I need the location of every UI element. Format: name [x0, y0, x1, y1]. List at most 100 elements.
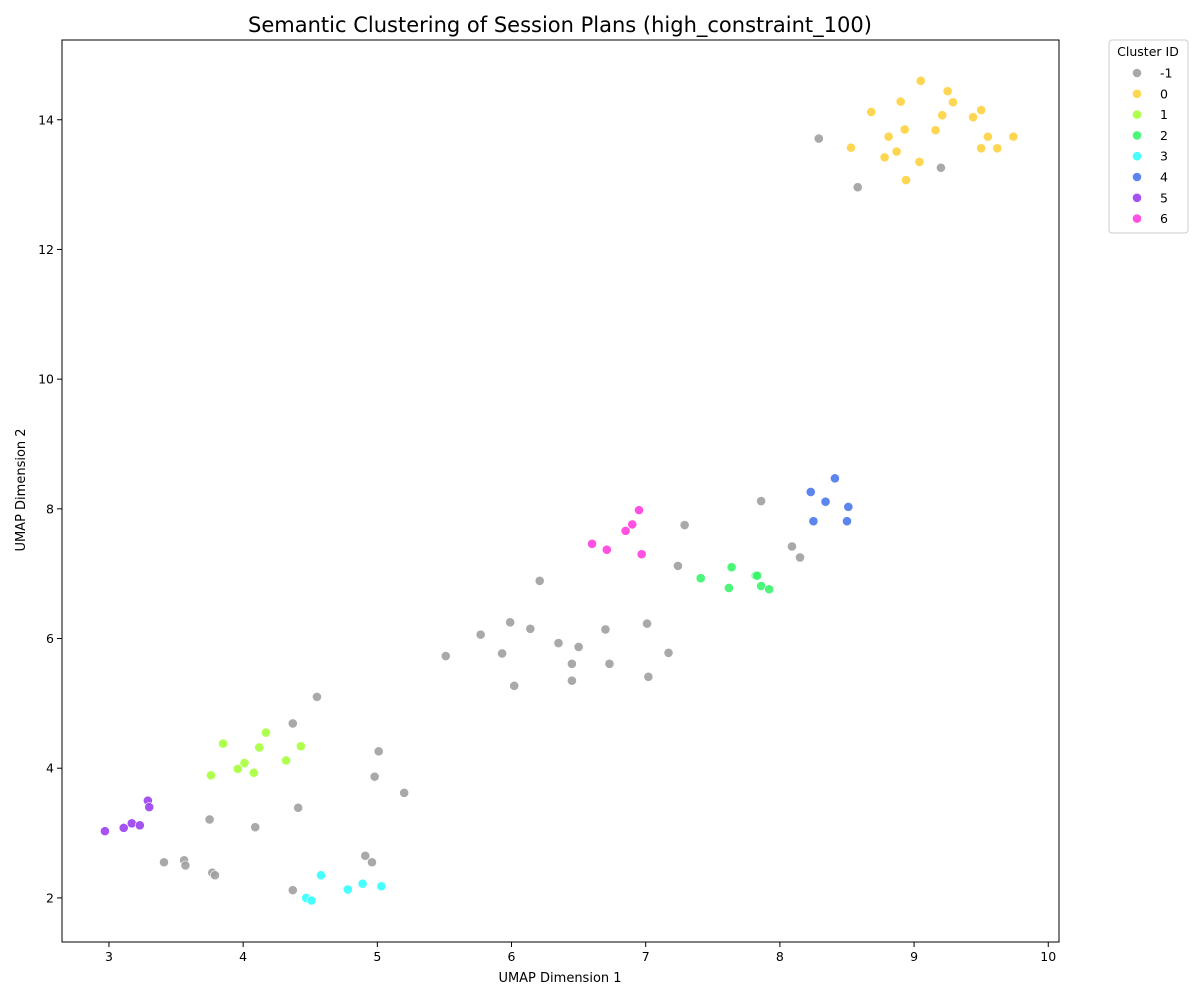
data-point	[360, 850, 371, 861]
x-tick-label: 4	[239, 949, 247, 964]
legend-entry-label: 4	[1160, 170, 1168, 185]
data-point	[312, 691, 322, 702]
data-point	[724, 583, 734, 593]
legend-marker	[1132, 214, 1142, 223]
data-point	[287, 885, 298, 896]
legend-frame	[1108, 39, 1189, 234]
legend-entry-label: 0	[1160, 86, 1168, 101]
legend-entry-label: 6	[1160, 211, 1168, 226]
data-point	[600, 624, 611, 635]
data-point	[726, 562, 737, 573]
legend-marker	[1132, 110, 1142, 119]
data-point	[553, 638, 564, 648]
data-point	[295, 741, 306, 752]
x-tick-label: 8	[776, 949, 784, 964]
data-point	[820, 496, 831, 507]
data-point	[795, 552, 805, 563]
x-axis-label: UMAP Dimension 1	[498, 971, 621, 986]
data-point	[1008, 131, 1019, 142]
y-tick-label: 4	[46, 761, 54, 776]
data-point	[752, 570, 762, 581]
data-point	[204, 814, 215, 825]
data-point	[620, 525, 631, 536]
series-6	[587, 505, 647, 560]
data-point	[891, 146, 902, 157]
data-point	[992, 143, 1003, 154]
data-point	[440, 651, 451, 661]
x-tick-label: 10	[1040, 949, 1056, 964]
plot-area: 3 4 5 6 7 8 9 10 2 4 6 8 10 12 14	[38, 39, 1060, 964]
series-2	[695, 562, 775, 595]
data-point	[232, 763, 243, 774]
x-tick-label: 9	[910, 949, 918, 964]
y-tick-label: 6	[46, 631, 54, 646]
data-point	[239, 758, 250, 768]
legend-entry-label: 2	[1160, 128, 1168, 143]
data-point	[376, 881, 387, 892]
legend-entry-label: 3	[1160, 149, 1168, 164]
data-point	[846, 142, 856, 153]
data-point	[604, 658, 615, 669]
x-tick-label: 7	[642, 949, 650, 964]
data-point	[357, 878, 368, 889]
data-point	[808, 516, 819, 527]
data-point	[663, 647, 674, 658]
data-point	[634, 505, 644, 516]
data-point	[306, 895, 317, 906]
x-tick-label: 5	[373, 949, 381, 964]
legend-marker	[1132, 89, 1142, 99]
series-0	[846, 75, 1019, 185]
series-1	[206, 727, 306, 781]
data-point	[976, 143, 987, 154]
x-tick-label: 6	[508, 949, 516, 964]
data-point	[636, 549, 647, 560]
data-point	[367, 857, 377, 868]
data-point	[895, 96, 906, 107]
data-point	[159, 857, 169, 868]
data-point	[879, 152, 890, 163]
data-point	[134, 820, 145, 831]
data-point	[948, 97, 958, 108]
data-point	[843, 501, 854, 512]
plot-frame	[61, 39, 1060, 943]
data-point	[627, 519, 638, 530]
series-3	[301, 870, 387, 906]
legend-marker	[1132, 68, 1142, 78]
data-point	[976, 105, 987, 115]
data-point	[866, 107, 877, 117]
data-point	[206, 770, 216, 781]
data-point	[248, 767, 259, 778]
y-tick-label: 14	[38, 112, 54, 127]
data-point	[509, 680, 520, 691]
y-tick-label: 10	[38, 372, 54, 387]
data-point	[901, 175, 911, 185]
data-point	[100, 826, 110, 837]
data-point	[756, 496, 767, 506]
data-point	[942, 86, 953, 97]
data-point	[982, 131, 993, 142]
data-point	[673, 560, 683, 571]
data-point	[695, 573, 706, 584]
data-point	[369, 771, 380, 782]
data-point	[254, 742, 265, 753]
data-point	[842, 516, 852, 527]
data-point	[642, 618, 652, 629]
data-point	[805, 487, 816, 497]
data-point	[287, 718, 298, 729]
data-point	[475, 629, 486, 640]
legend: Cluster ID -1 0 1 2 3 4 5 6	[1108, 39, 1189, 234]
data-point	[118, 822, 129, 833]
data-point	[787, 541, 797, 552]
legend-entry-label: -1	[1160, 66, 1172, 81]
data-point	[261, 727, 271, 738]
data-point	[899, 124, 910, 135]
data-point	[210, 870, 220, 881]
series-4	[805, 473, 854, 527]
data-point	[567, 658, 577, 669]
data-point	[930, 125, 941, 136]
data-point	[567, 675, 577, 686]
data-point	[643, 671, 654, 682]
data-point	[764, 584, 775, 595]
y-axis-label: UMAP Dimension 2	[14, 428, 29, 551]
data-point	[316, 870, 326, 881]
